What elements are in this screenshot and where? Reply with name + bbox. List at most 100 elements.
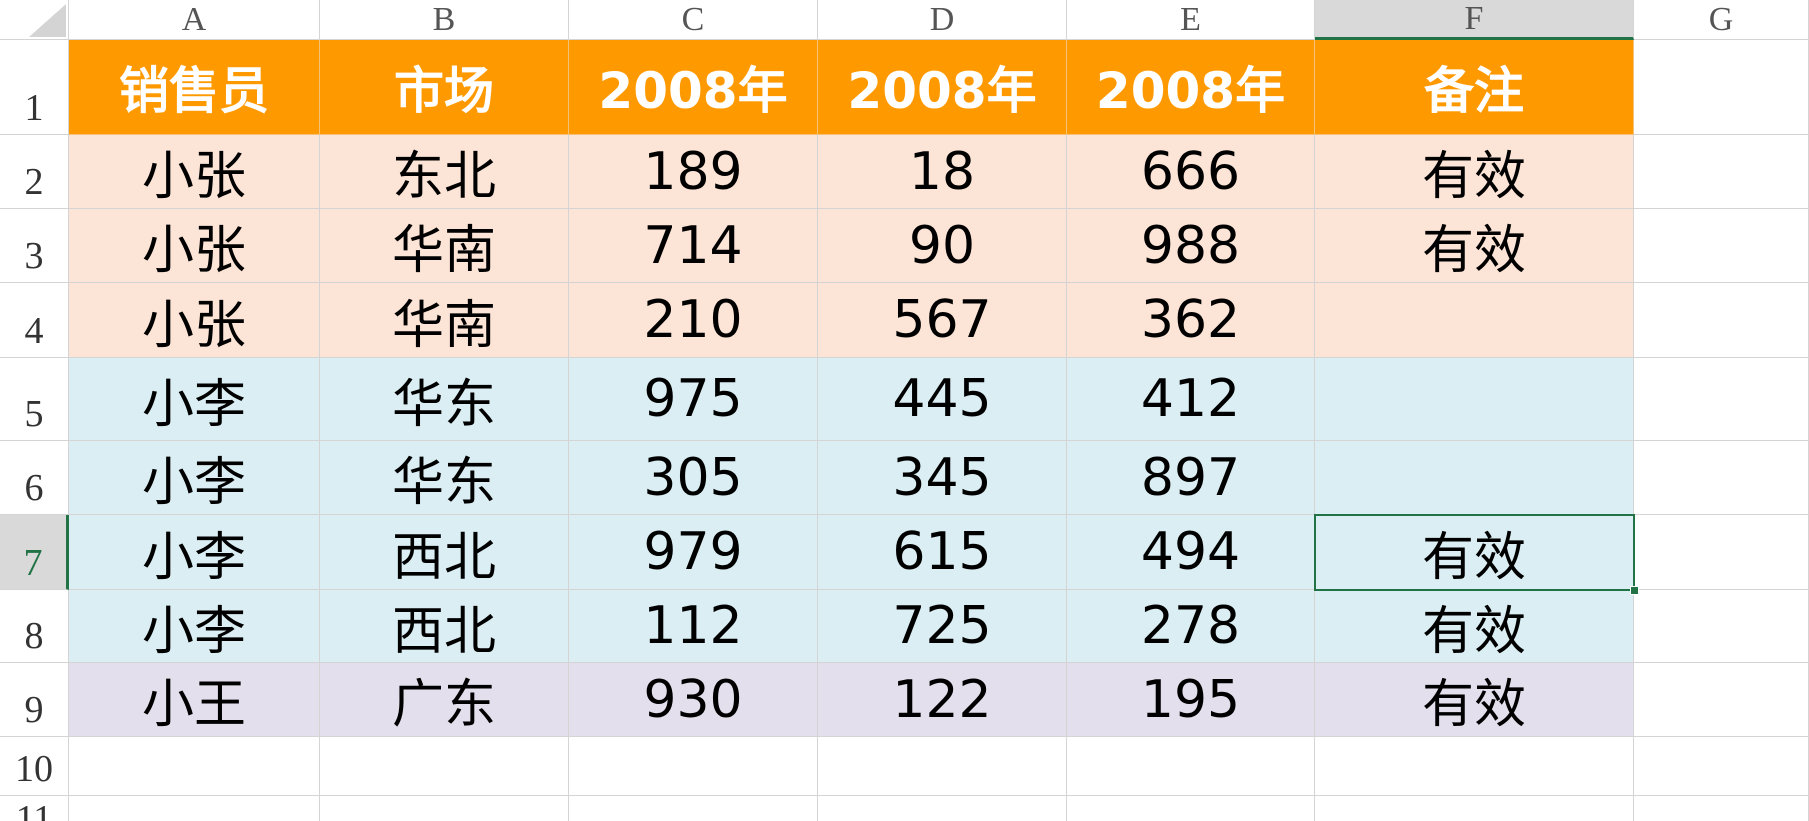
- empty-cell[interactable]: [1634, 663, 1809, 737]
- data-cell[interactable]: 西北: [320, 515, 569, 590]
- data-cell[interactable]: 445: [818, 358, 1067, 441]
- header-cell[interactable]: 2008年: [1067, 40, 1315, 135]
- selected-cell-border: [1314, 514, 1635, 591]
- data-cell[interactable]: 18: [818, 135, 1067, 209]
- empty-cell[interactable]: [1634, 737, 1809, 796]
- data-cell[interactable]: 278: [1067, 590, 1315, 663]
- data-cell[interactable]: 广东: [320, 663, 569, 737]
- empty-cell[interactable]: [320, 796, 569, 821]
- fill-handle[interactable]: [1630, 586, 1639, 595]
- data-cell[interactable]: 567: [818, 283, 1067, 358]
- data-cell[interactable]: 345: [818, 441, 1067, 515]
- corner-triangle: [29, 3, 66, 37]
- data-cell[interactable]: 小张: [69, 209, 320, 283]
- data-cell[interactable]: 小李: [69, 358, 320, 441]
- data-cell[interactable]: 有效: [1315, 209, 1634, 283]
- data-cell[interactable]: 189: [569, 135, 818, 209]
- data-cell[interactable]: 有效: [1315, 590, 1634, 663]
- row-header[interactable]: 3: [0, 209, 69, 283]
- column-header[interactable]: C: [569, 0, 818, 40]
- column-header[interactable]: A: [69, 0, 320, 40]
- empty-cell[interactable]: [69, 737, 320, 796]
- data-cell[interactable]: 122: [818, 663, 1067, 737]
- empty-cell[interactable]: [1634, 283, 1809, 358]
- empty-cell[interactable]: [1315, 737, 1634, 796]
- empty-cell[interactable]: [1634, 358, 1809, 441]
- empty-cell[interactable]: [1067, 796, 1315, 821]
- column-header[interactable]: F: [1315, 0, 1634, 40]
- data-cell[interactable]: 小张: [69, 283, 320, 358]
- empty-cell[interactable]: [569, 737, 818, 796]
- data-cell[interactable]: 东北: [320, 135, 569, 209]
- column-header[interactable]: B: [320, 0, 569, 40]
- data-cell[interactable]: 725: [818, 590, 1067, 663]
- data-cell[interactable]: 小王: [69, 663, 320, 737]
- row-header[interactable]: 6: [0, 441, 69, 515]
- row-header[interactable]: 10: [0, 737, 69, 796]
- data-cell[interactable]: 930: [569, 663, 818, 737]
- row-header[interactable]: 1: [0, 40, 69, 135]
- row-header[interactable]: 8: [0, 590, 69, 663]
- data-cell[interactable]: 华东: [320, 441, 569, 515]
- data-cell[interactable]: 华东: [320, 358, 569, 441]
- data-cell[interactable]: 494: [1067, 515, 1315, 590]
- data-cell[interactable]: 112: [569, 590, 818, 663]
- header-cell[interactable]: 2008年: [818, 40, 1067, 135]
- data-cell[interactable]: 华南: [320, 209, 569, 283]
- data-cell[interactable]: 195: [1067, 663, 1315, 737]
- select-all-corner[interactable]: [0, 0, 69, 40]
- data-cell[interactable]: 362: [1067, 283, 1315, 358]
- data-cell[interactable]: 有效: [1315, 135, 1634, 209]
- row-header[interactable]: 11: [0, 796, 69, 821]
- empty-cell[interactable]: [818, 796, 1067, 821]
- data-cell[interactable]: 979: [569, 515, 818, 590]
- row-header[interactable]: 4: [0, 283, 69, 358]
- data-cell[interactable]: [1315, 358, 1634, 441]
- empty-cell[interactable]: [1634, 40, 1809, 135]
- row-header[interactable]: 7: [0, 515, 69, 590]
- data-cell[interactable]: [1315, 283, 1634, 358]
- header-cell[interactable]: 2008年: [569, 40, 818, 135]
- data-cell[interactable]: 412: [1067, 358, 1315, 441]
- empty-cell[interactable]: [1634, 135, 1809, 209]
- data-cell[interactable]: 小李: [69, 441, 320, 515]
- data-cell[interactable]: 897: [1067, 441, 1315, 515]
- empty-cell[interactable]: [320, 737, 569, 796]
- row-header[interactable]: 5: [0, 358, 69, 441]
- data-cell[interactable]: 小张: [69, 135, 320, 209]
- data-cell[interactable]: 小李: [69, 515, 320, 590]
- column-header[interactable]: G: [1634, 0, 1809, 40]
- column-header[interactable]: D: [818, 0, 1067, 40]
- row-header[interactable]: 2: [0, 135, 69, 209]
- data-cell[interactable]: 有效: [1315, 663, 1634, 737]
- empty-cell[interactable]: [818, 737, 1067, 796]
- data-cell[interactable]: 615: [818, 515, 1067, 590]
- data-cell[interactable]: 975: [569, 358, 818, 441]
- empty-cell[interactable]: [1067, 737, 1315, 796]
- data-cell[interactable]: 666: [1067, 135, 1315, 209]
- empty-cell[interactable]: [1315, 796, 1634, 821]
- data-cell[interactable]: 988: [1067, 209, 1315, 283]
- empty-cell[interactable]: [69, 796, 320, 821]
- data-cell[interactable]: [1315, 441, 1634, 515]
- data-cell[interactable]: 西北: [320, 590, 569, 663]
- empty-cell[interactable]: [1634, 209, 1809, 283]
- empty-cell[interactable]: [1634, 515, 1809, 590]
- empty-cell[interactable]: [569, 796, 818, 821]
- row-header[interactable]: 9: [0, 663, 69, 737]
- data-cell[interactable]: 714: [569, 209, 818, 283]
- data-cell[interactable]: 210: [569, 283, 818, 358]
- header-cell[interactable]: 销售员: [69, 40, 320, 135]
- empty-cell[interactable]: [1634, 441, 1809, 515]
- data-cell[interactable]: 有效: [1315, 515, 1634, 590]
- data-cell[interactable]: 小李: [69, 590, 320, 663]
- empty-cell[interactable]: [1634, 590, 1809, 663]
- column-header[interactable]: E: [1067, 0, 1315, 40]
- header-cell[interactable]: 市场: [320, 40, 569, 135]
- empty-cell[interactable]: [1634, 796, 1809, 821]
- header-cell[interactable]: 备注: [1315, 40, 1634, 135]
- data-cell[interactable]: 90: [818, 209, 1067, 283]
- data-cell[interactable]: 华南: [320, 283, 569, 358]
- data-cell[interactable]: 305: [569, 441, 818, 515]
